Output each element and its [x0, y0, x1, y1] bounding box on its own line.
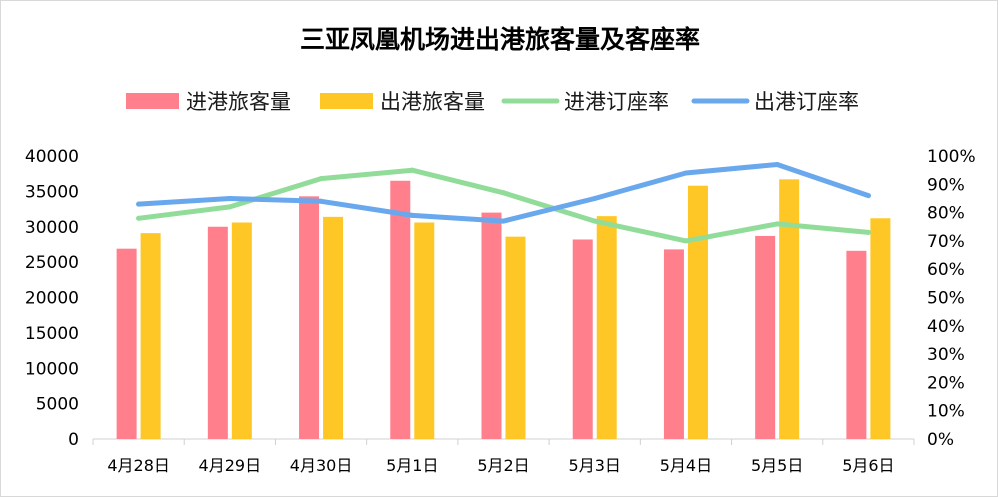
- line-point: [136, 215, 142, 221]
- y-right-tick-label: 0%: [927, 430, 954, 450]
- y-left-tick-label: 5000: [36, 395, 79, 415]
- line-point: [409, 212, 415, 218]
- line-point: [318, 176, 324, 182]
- y-right-tick-label: 10%: [927, 402, 965, 422]
- y-right-tick-label: 50%: [927, 289, 965, 309]
- y-right-tick-label: 80%: [927, 204, 965, 224]
- x-category-label: 4月28日: [107, 456, 170, 475]
- axes: 40000 35000 30000 25000 20000 15000 10000 5000 0…: [25, 147, 976, 475]
- y-left-tick-label: 40000: [25, 147, 79, 167]
- line-point: [501, 218, 506, 224]
- y-left-tick-label: 35000: [25, 182, 79, 202]
- x-category-label: 5月4日: [660, 456, 712, 475]
- y-right-tick-label: 100%: [927, 147, 976, 167]
- bar-departure: [687, 185, 708, 439]
- x-category-label: 5月6日: [842, 456, 894, 475]
- bar-departure: [323, 216, 344, 439]
- y-right-tick-label: 40%: [927, 317, 965, 337]
- y-left-tick-label: 15000: [25, 324, 79, 344]
- line-point: [592, 218, 598, 224]
- legend-label: 出港订座率: [754, 90, 859, 114]
- bar-arrival: [481, 212, 502, 439]
- legend-label: 进港旅客量: [186, 90, 291, 114]
- bar-arrival: [299, 196, 320, 439]
- legend-label: 进港订座率: [564, 90, 669, 114]
- y-right-tick-label: 90%: [927, 175, 965, 195]
- legend-swatch: [320, 93, 373, 109]
- line-point: [227, 204, 233, 210]
- bar-departure: [231, 222, 252, 439]
- x-category-label: 5月1日: [386, 456, 438, 475]
- line-point: [592, 195, 598, 201]
- y-left-tick-label: 25000: [25, 253, 79, 273]
- bar-arrival: [572, 239, 593, 439]
- y-right-tick-label: 30%: [927, 345, 965, 365]
- bar-arrival: [207, 226, 228, 439]
- y-left-tick-label: 10000: [25, 359, 79, 379]
- bars: [116, 179, 891, 439]
- line-point: [409, 167, 415, 173]
- bar-arrival: [390, 180, 411, 439]
- line-point: [501, 190, 506, 196]
- bar-arrival: [663, 249, 684, 439]
- bar-departure: [140, 233, 161, 439]
- y-left-tick-label: 20000: [25, 289, 79, 309]
- lines: [136, 161, 871, 244]
- x-category-label: 5月2日: [477, 456, 529, 475]
- bar-departure: [414, 222, 435, 439]
- y-right-tick-label: 60%: [927, 260, 965, 280]
- line-point: [683, 170, 689, 176]
- y-right-tick-label: 20%: [927, 373, 965, 393]
- bar-departure: [870, 218, 891, 439]
- bar-departure: [779, 179, 800, 439]
- bar-arrival: [116, 248, 137, 439]
- x-category-label: 5月5日: [751, 456, 803, 475]
- chart-title: 三亚凤凰机场进出港旅客量及客座率: [300, 25, 700, 54]
- line-point: [227, 195, 233, 201]
- line-point: [774, 161, 780, 167]
- line-point: [865, 193, 871, 199]
- y-left-tick-label: 0: [68, 430, 79, 450]
- bar-arrival: [755, 235, 776, 439]
- bar-departure: [505, 236, 526, 439]
- bar-departure: [596, 216, 617, 439]
- legend-swatch: [126, 93, 179, 109]
- bar-arrival: [846, 250, 867, 439]
- legend: 进港旅客量 出港旅客量 进港订座率 出港订座率: [126, 90, 859, 114]
- x-category-label: 4月29日: [199, 456, 262, 475]
- x-category-label: 5月3日: [569, 456, 621, 475]
- line-point: [865, 229, 871, 235]
- x-category-label: 4月30日: [290, 456, 353, 475]
- y-left-tick-label: 30000: [25, 218, 79, 238]
- line-point: [318, 198, 324, 204]
- legend-label: 出港旅客量: [380, 90, 485, 114]
- line-point: [136, 201, 142, 207]
- y-right-tick-label: 70%: [927, 232, 965, 252]
- line-point: [774, 221, 780, 227]
- line-point: [683, 238, 689, 244]
